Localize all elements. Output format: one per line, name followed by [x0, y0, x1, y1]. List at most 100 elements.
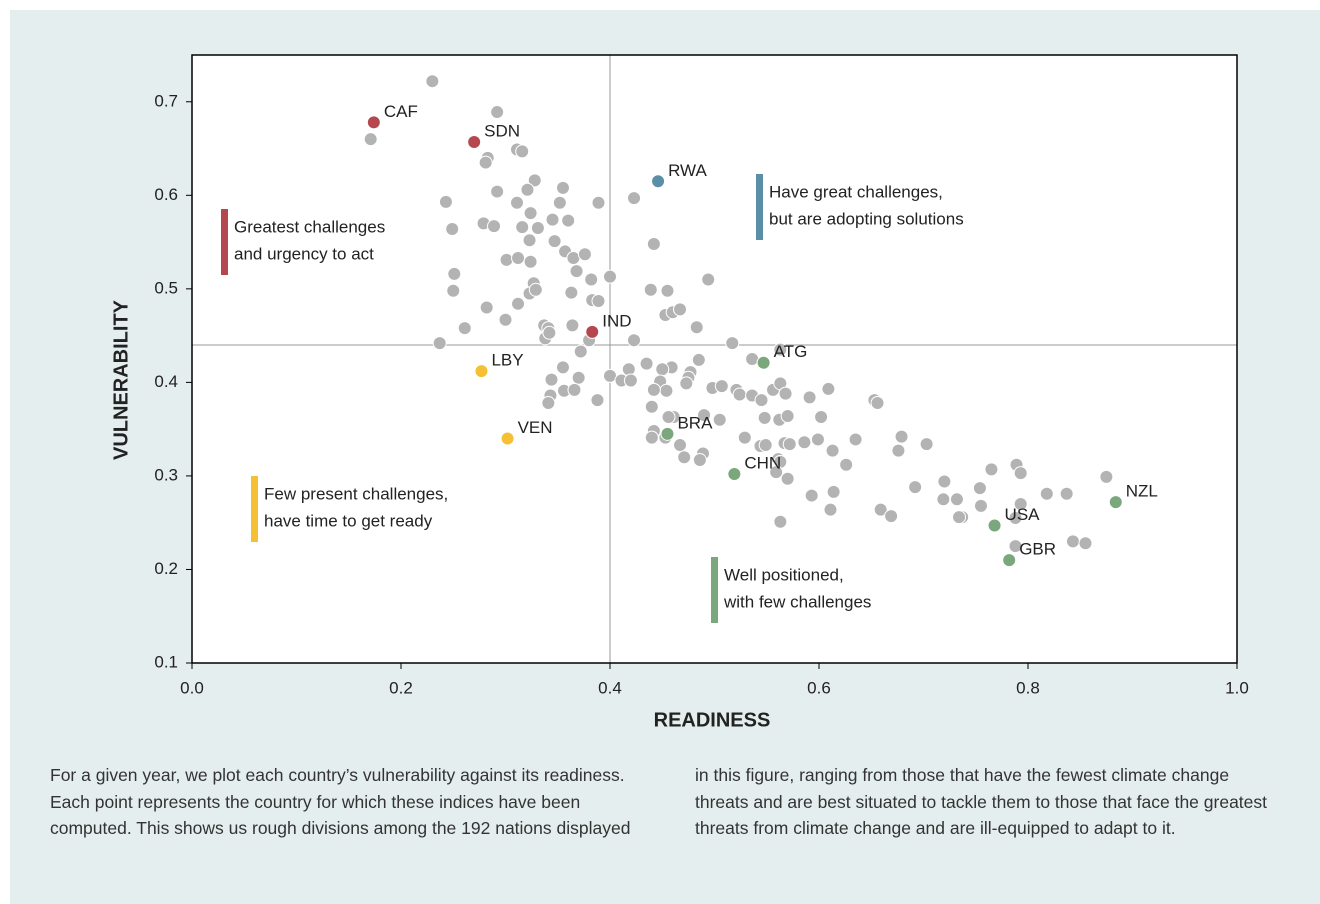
point [673, 302, 688, 317]
point [479, 300, 494, 315]
point [804, 488, 819, 503]
point [542, 325, 557, 340]
point [544, 372, 559, 387]
point [1013, 496, 1028, 511]
point [643, 282, 658, 297]
point [1099, 469, 1114, 484]
point [555, 180, 570, 195]
point [655, 362, 670, 377]
point [627, 333, 642, 348]
point [498, 312, 513, 327]
x-axis-title: READINESS [654, 709, 771, 731]
point [884, 509, 899, 524]
point [1008, 511, 1023, 526]
x-tick-label: 0.6 [807, 678, 831, 697]
point-label: LBY [491, 351, 523, 370]
highlight-point [756, 355, 771, 370]
point [919, 437, 934, 452]
point [446, 283, 461, 298]
point [814, 409, 829, 424]
point [490, 184, 505, 199]
y-tick-label: 0.3 [154, 465, 178, 484]
point-label: CAF [384, 102, 418, 121]
point [567, 382, 582, 397]
point [782, 437, 797, 452]
point [509, 195, 524, 210]
point [689, 320, 704, 335]
point [569, 264, 584, 279]
point [701, 272, 716, 287]
point [873, 502, 888, 517]
point [773, 514, 788, 529]
point [737, 430, 752, 445]
point [802, 390, 817, 405]
point [438, 194, 453, 209]
annotation-bar [221, 209, 228, 275]
highlight-point [660, 426, 675, 441]
point [1008, 539, 1023, 554]
point [573, 344, 588, 359]
point-label: USA [1005, 505, 1041, 524]
annotation-text: and urgency to act [234, 244, 374, 263]
point-label: NZL [1126, 482, 1158, 501]
point-label: BRA [677, 413, 713, 432]
point [644, 399, 659, 414]
y-tick-label: 0.2 [154, 559, 178, 578]
point [778, 386, 793, 401]
highlight-point [1002, 553, 1017, 568]
y-tick-label: 0.7 [154, 91, 178, 110]
highlight-point [366, 115, 381, 130]
point [591, 195, 606, 210]
point [561, 213, 576, 228]
point [821, 381, 836, 396]
point-label: RWA [668, 161, 707, 180]
x-tick-label: 0.2 [389, 678, 413, 697]
x-tick-label: 0.4 [598, 678, 622, 697]
point [754, 393, 769, 408]
point [797, 435, 812, 450]
point-label: GBR [1019, 540, 1056, 559]
point [952, 510, 967, 525]
point [692, 453, 707, 468]
y-tick-label: 0.6 [154, 185, 178, 204]
point [552, 195, 567, 210]
point [714, 379, 729, 394]
point [1059, 486, 1074, 501]
point [644, 430, 659, 445]
point [825, 443, 840, 458]
point [1065, 534, 1080, 549]
point [523, 206, 538, 221]
point-label: SDN [484, 121, 520, 140]
point [511, 250, 526, 265]
point [973, 498, 988, 513]
point [826, 484, 841, 499]
point [478, 155, 493, 170]
plot-border [191, 54, 1238, 664]
point [780, 471, 795, 486]
x-tick-label: 0.8 [1016, 678, 1040, 697]
point [547, 234, 562, 249]
point [972, 481, 987, 496]
y-axis-title: VULNERABILITY [110, 299, 132, 460]
point [677, 450, 692, 465]
point-label: CHN [744, 454, 781, 473]
point [515, 144, 530, 159]
point [457, 321, 472, 336]
point [523, 254, 538, 269]
point [908, 480, 923, 495]
highlight-point [585, 324, 600, 339]
point [445, 221, 460, 236]
x-tick-label: 0.0 [180, 678, 204, 697]
point [571, 370, 586, 385]
point [949, 492, 964, 507]
point [1039, 486, 1054, 501]
point [780, 409, 795, 424]
annotation-bar [251, 476, 258, 542]
point [758, 438, 773, 453]
point [823, 502, 838, 517]
point [565, 318, 580, 333]
point [894, 429, 909, 444]
point [936, 492, 951, 507]
annotation-bar [711, 557, 718, 623]
